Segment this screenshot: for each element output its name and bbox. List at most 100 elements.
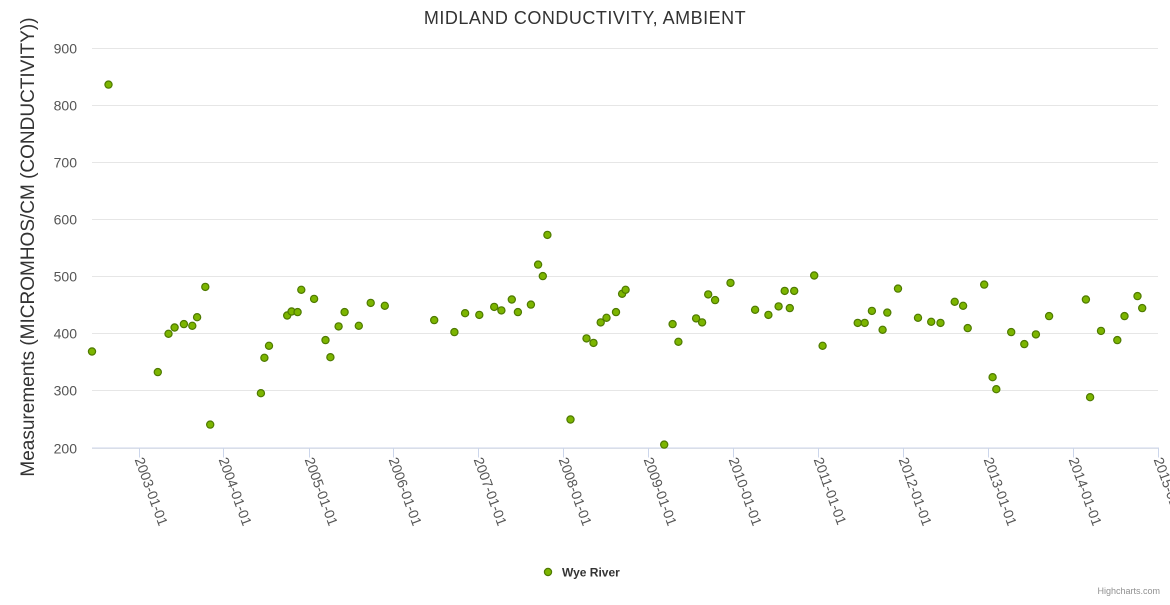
data-point-64 <box>878 325 887 334</box>
data-point-59 <box>810 271 819 280</box>
data-point-20 <box>334 322 343 331</box>
y-axis-title: Measurements (MICROMHOS/CM (CONDUCTIVITY… <box>18 17 39 476</box>
data-point-18 <box>321 335 330 345</box>
data-point-47 <box>674 337 683 346</box>
data-point-63 <box>867 306 877 316</box>
data-point-73 <box>980 280 989 289</box>
data-point-65 <box>883 308 892 317</box>
data-point-85 <box>1133 291 1142 301</box>
data-point-84 <box>1120 311 1129 321</box>
axes <box>92 447 1159 458</box>
data-point-25 <box>430 315 439 325</box>
data-point-70 <box>950 297 959 306</box>
data-point-76 <box>1007 327 1016 337</box>
data-point-2 <box>153 367 162 377</box>
data-point-10 <box>256 389 266 398</box>
data-point-29 <box>490 302 499 312</box>
y-tick-label-200: 200 <box>54 441 78 457</box>
data-point-58 <box>790 286 799 296</box>
data-point-57 <box>785 303 795 313</box>
data-point-12 <box>264 341 274 350</box>
y-tick-label-500: 500 <box>54 269 78 285</box>
data-point-56 <box>780 286 789 296</box>
data-point-33 <box>526 300 536 309</box>
data-point-42 <box>611 307 621 317</box>
data-point-40 <box>596 318 605 327</box>
data-point-38 <box>582 334 591 343</box>
data-point-44 <box>621 285 630 294</box>
data-point-54 <box>764 310 773 320</box>
data-point-19 <box>326 353 335 362</box>
y-tick-label-300: 300 <box>54 383 78 399</box>
y-tick-label-800: 800 <box>54 98 78 114</box>
data-point-6 <box>188 321 197 330</box>
data-point-11 <box>260 353 269 362</box>
data-point-77 <box>1020 339 1029 349</box>
y-tick-label-700: 700 <box>54 155 78 171</box>
data-point-22 <box>354 321 363 330</box>
data-point-5 <box>179 319 189 329</box>
data-point-55 <box>774 302 783 311</box>
data-point-39 <box>589 338 598 348</box>
data-point-31 <box>507 295 516 304</box>
data-point-9 <box>205 420 215 429</box>
data-point-34 <box>533 260 543 269</box>
data-point-50 <box>704 290 713 299</box>
data-point-75 <box>992 385 1001 394</box>
data-point-69 <box>936 318 945 328</box>
y-tick-label-900: 900 <box>54 41 78 57</box>
data-point-66 <box>893 284 903 293</box>
data-point-67 <box>913 313 923 322</box>
data-point-4 <box>170 323 179 332</box>
data-point-53 <box>750 305 760 314</box>
data-point-24 <box>380 301 389 310</box>
data-point-51 <box>710 295 720 305</box>
data-point-79 <box>1044 311 1054 321</box>
data-point-32 <box>513 307 523 317</box>
legend-marker-wye-river[interactable] <box>543 567 553 577</box>
data-point-7 <box>192 313 202 322</box>
data-point-35 <box>538 271 548 281</box>
data-point-15 <box>293 307 302 317</box>
credits-link[interactable]: Highcharts.com <box>1097 586 1160 596</box>
data-point-30 <box>497 306 506 315</box>
data-point-83 <box>1113 335 1122 345</box>
data-point-49 <box>697 318 707 327</box>
data-point-26 <box>450 327 459 337</box>
data-point-86 <box>1137 303 1147 313</box>
data-point-1 <box>104 80 113 89</box>
legend-label-wye-river[interactable]: Wye River <box>562 566 620 580</box>
data-point-45 <box>660 440 669 449</box>
data-point-82 <box>1096 326 1106 336</box>
y-tick-label-400: 400 <box>54 326 78 342</box>
data-point-8 <box>201 282 210 292</box>
y-tick-label-600: 600 <box>54 212 78 228</box>
data-point-28 <box>475 310 484 320</box>
data-point-36 <box>543 230 552 240</box>
data-point-81 <box>1085 393 1095 402</box>
data-point-46 <box>668 319 677 329</box>
chart-title: MIDLAND CONDUCTIVITY, AMBIENT <box>424 8 746 28</box>
data-point-23 <box>366 298 375 308</box>
data-point-41 <box>602 313 611 322</box>
data-point-78 <box>1031 330 1041 339</box>
data-point-61 <box>853 318 862 328</box>
data-point-71 <box>958 301 968 310</box>
data-point-16 <box>297 285 306 294</box>
data-point-62 <box>860 318 869 328</box>
data-point-0 <box>87 347 97 356</box>
data-point-60 <box>818 341 827 350</box>
data-point-72 <box>963 323 972 333</box>
y-tick-labels: 200 300 400 500 600 700 800 900 <box>54 41 78 457</box>
data-point-37 <box>566 415 575 424</box>
data-point-17 <box>309 294 319 304</box>
data-point-80 <box>1081 295 1091 304</box>
data-point-68 <box>927 317 936 326</box>
data-point-48 <box>691 314 701 323</box>
data-points <box>87 80 1147 449</box>
data-point-27 <box>460 309 470 318</box>
legend[interactable]: Wye River <box>543 566 620 580</box>
